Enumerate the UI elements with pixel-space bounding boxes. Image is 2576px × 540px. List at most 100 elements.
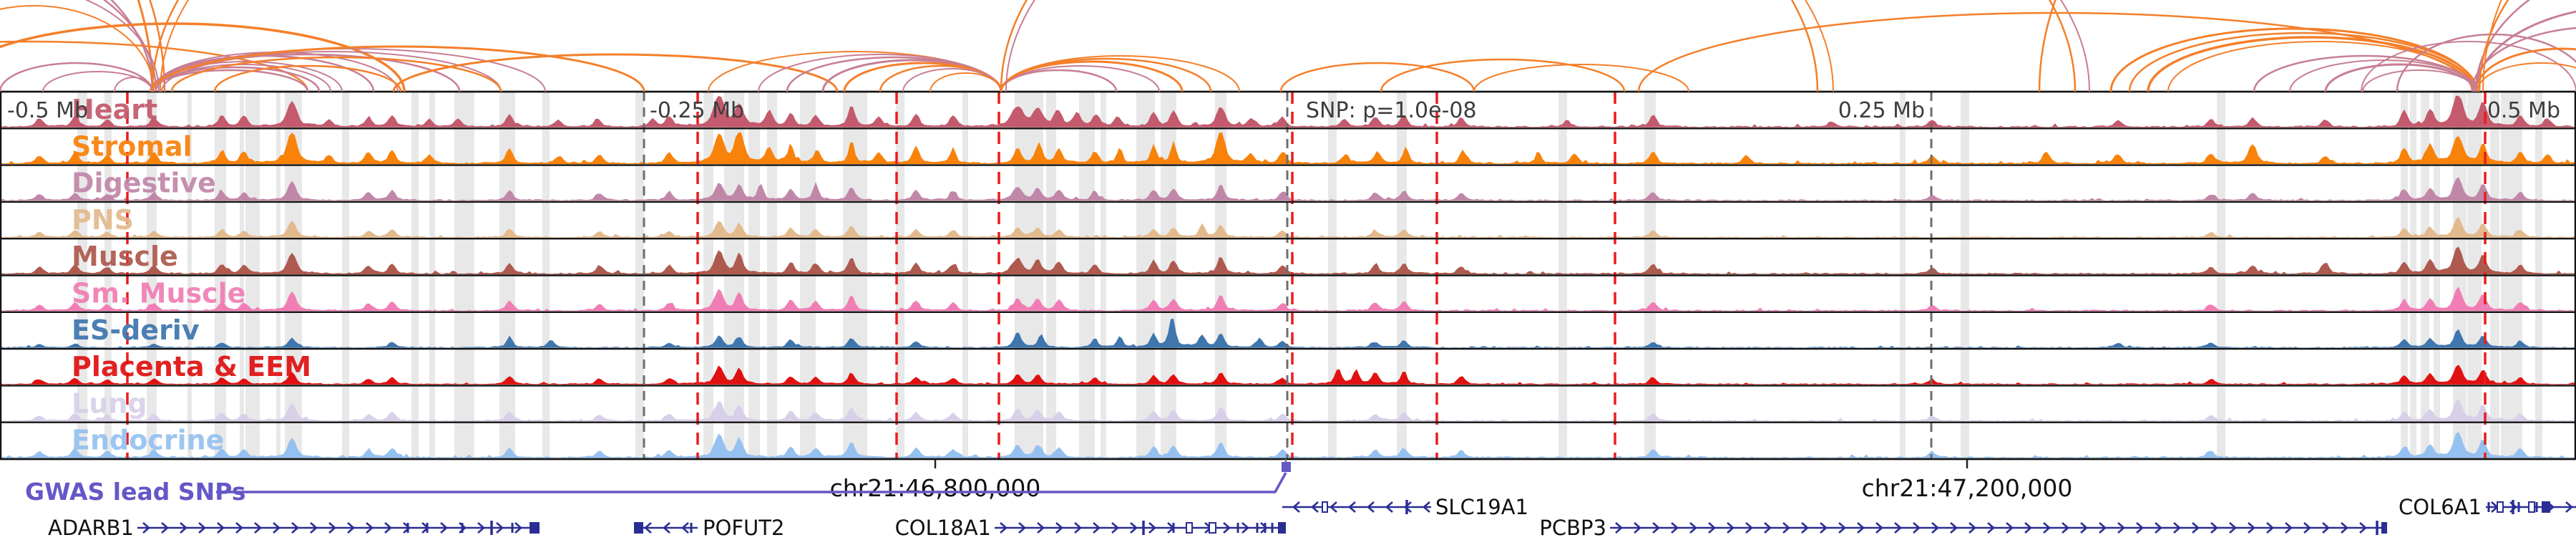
track-label-stromal: Stromal (72, 130, 192, 162)
genomic-axis: chr21:46,800,000 chr21:47,200,000 (830, 459, 2072, 502)
interaction-arc (170, 56, 502, 92)
gene-exon-box-open (2497, 501, 2504, 513)
interaction-arc (821, 59, 1002, 92)
gene-strand-arrow (2192, 522, 2200, 534)
gene-strand-arrow (2099, 522, 2107, 534)
gene-pcbp3: PCBP3 (1539, 516, 2387, 540)
interaction-arc (902, 68, 1002, 92)
gene-strand-arrow (1671, 522, 1679, 534)
gene-annotations: ADARB1 POFUT2 COL18A1 SLC19A1 PCBP3 COL6A1 (48, 495, 2576, 540)
panel-outline (0, 90, 2576, 461)
interaction-arc (151, 45, 645, 92)
interaction-arc (2474, 10, 2576, 92)
gene-strand-arrow (1223, 522, 1231, 534)
gene-strand-arrow (1987, 522, 1995, 534)
interaction-arc (114, 77, 153, 92)
gene-strand-arrow (366, 522, 374, 534)
gene-strand-arrow (180, 522, 187, 534)
top-axis-labels: -0.5 Mb -0.25 Mb 0.25 Mb 0.5 Mb SNP: p=1.0e-… (7, 98, 2560, 123)
interaction-arc (2362, 69, 2477, 92)
interaction-arc (2167, 41, 2473, 92)
gene-strand-arrow (235, 522, 243, 534)
interaction-arc (1279, 62, 1475, 92)
gene-exon-box-open (1322, 501, 1328, 513)
gene-strand-arrow (2043, 522, 2051, 534)
gene-strand-arrow (1111, 522, 1119, 534)
gene-strand-arrow (217, 522, 225, 534)
gene-strand-arrow (2080, 522, 2088, 534)
gene-strand-arrow (2565, 501, 2573, 513)
gene-strand-arrow (1931, 522, 1939, 534)
gene-col18a1: COL18A1 (895, 516, 1286, 540)
gene-strand-arrow (2248, 522, 2255, 534)
gene-strand-arrow (1241, 522, 1249, 534)
gene-strand-arrow (1385, 501, 1393, 513)
gene-strand-arrow (663, 522, 670, 534)
gene-strand-arrow (644, 522, 652, 534)
interaction-arc (109, 0, 154, 92)
interaction-arc (155, 64, 331, 92)
track-label-muscle: Muscle (72, 241, 178, 272)
track-signal-endocrine (0, 432, 2576, 458)
track-labels: Heart Stromal Digestive PNS Muscle Sm. Muscle… (72, 94, 311, 456)
gene-strand-arrow (1000, 522, 1008, 534)
gene-strand-arrow (1292, 501, 1300, 513)
gene-exon-box (530, 522, 540, 534)
track-label-placenta-eem: Placenta & EEM (72, 351, 311, 382)
gene-strand-arrow (1689, 522, 1697, 534)
track-borders (0, 90, 2576, 461)
interaction-arc (930, 72, 1002, 92)
gene-strand-arrow (1838, 522, 1846, 534)
interaction-arc (1005, 0, 2090, 92)
gene-strand-arrow (2062, 522, 2069, 534)
gene-strand-arrow (1727, 522, 1735, 534)
gene-strand-arrow (2359, 522, 2367, 534)
interaction-arc (0, 62, 154, 92)
top-axis-label: 0.5 Mb (2487, 98, 2560, 123)
gwas-lead-snp-marker (1282, 462, 1291, 472)
interaction-arc (0, 22, 406, 92)
gene-strand-arrow (1782, 522, 1790, 534)
interaction-arc (1000, 0, 2077, 92)
interaction-arc (42, 71, 153, 92)
gene-strand-arrow (1894, 522, 1902, 534)
interaction-arc (1000, 55, 1240, 92)
gene-strand-arrow (161, 522, 169, 534)
gene-label-slc19a1: SLC19A1 (1435, 495, 1528, 519)
gene-label-adarb1: ADARB1 (48, 516, 134, 537)
axis-tick-guides (643, 92, 1933, 459)
gene-strand-arrow (198, 522, 206, 534)
gene-exon-box-open (2528, 501, 2535, 513)
gene-strand-arrow (1875, 522, 1883, 534)
interaction-arc (0, 5, 155, 92)
track-label-es-deriv: ES-deriv (72, 314, 200, 346)
interaction-arc (2396, 33, 2576, 92)
gene-label-pofut2: POFUT2 (703, 516, 784, 537)
interaction-arc (392, 53, 839, 92)
gene-strand-arrow (1950, 522, 1958, 534)
gene-strand-arrow (1913, 522, 1921, 534)
gene-strand-arrow (1348, 501, 1356, 513)
gwas-lead-snps-label: GWAS lead SNPs (25, 478, 246, 506)
chr-coordinate-label: chr21:46,800,000 (830, 474, 1041, 502)
gene-strand-arrow (2285, 522, 2293, 534)
track-label-digestive: Digestive (72, 168, 216, 199)
gene-strand-arrow (384, 522, 392, 534)
interaction-arc (2478, 0, 2509, 92)
gene-strand-arrow (1311, 501, 1319, 513)
gene-strand-arrow (2136, 522, 2144, 534)
gene-strand-arrow (1093, 522, 1101, 534)
gene-strand-arrow (2024, 522, 2032, 534)
interaction-arc (2289, 59, 2478, 92)
gene-strand-arrow (1074, 522, 1082, 534)
gene-strand-arrow (2210, 522, 2218, 534)
gene-strand-arrow (440, 522, 448, 534)
gene-strand-arrow (1634, 522, 1641, 534)
gene-strand-arrow (254, 522, 262, 534)
gene-strand-arrow (273, 522, 280, 534)
gene-strand-arrow (1652, 522, 1660, 534)
gene-strand-arrow (496, 522, 504, 534)
top-axis-label: -0.25 Mb (650, 98, 744, 123)
interaction-arc (2147, 36, 2476, 92)
